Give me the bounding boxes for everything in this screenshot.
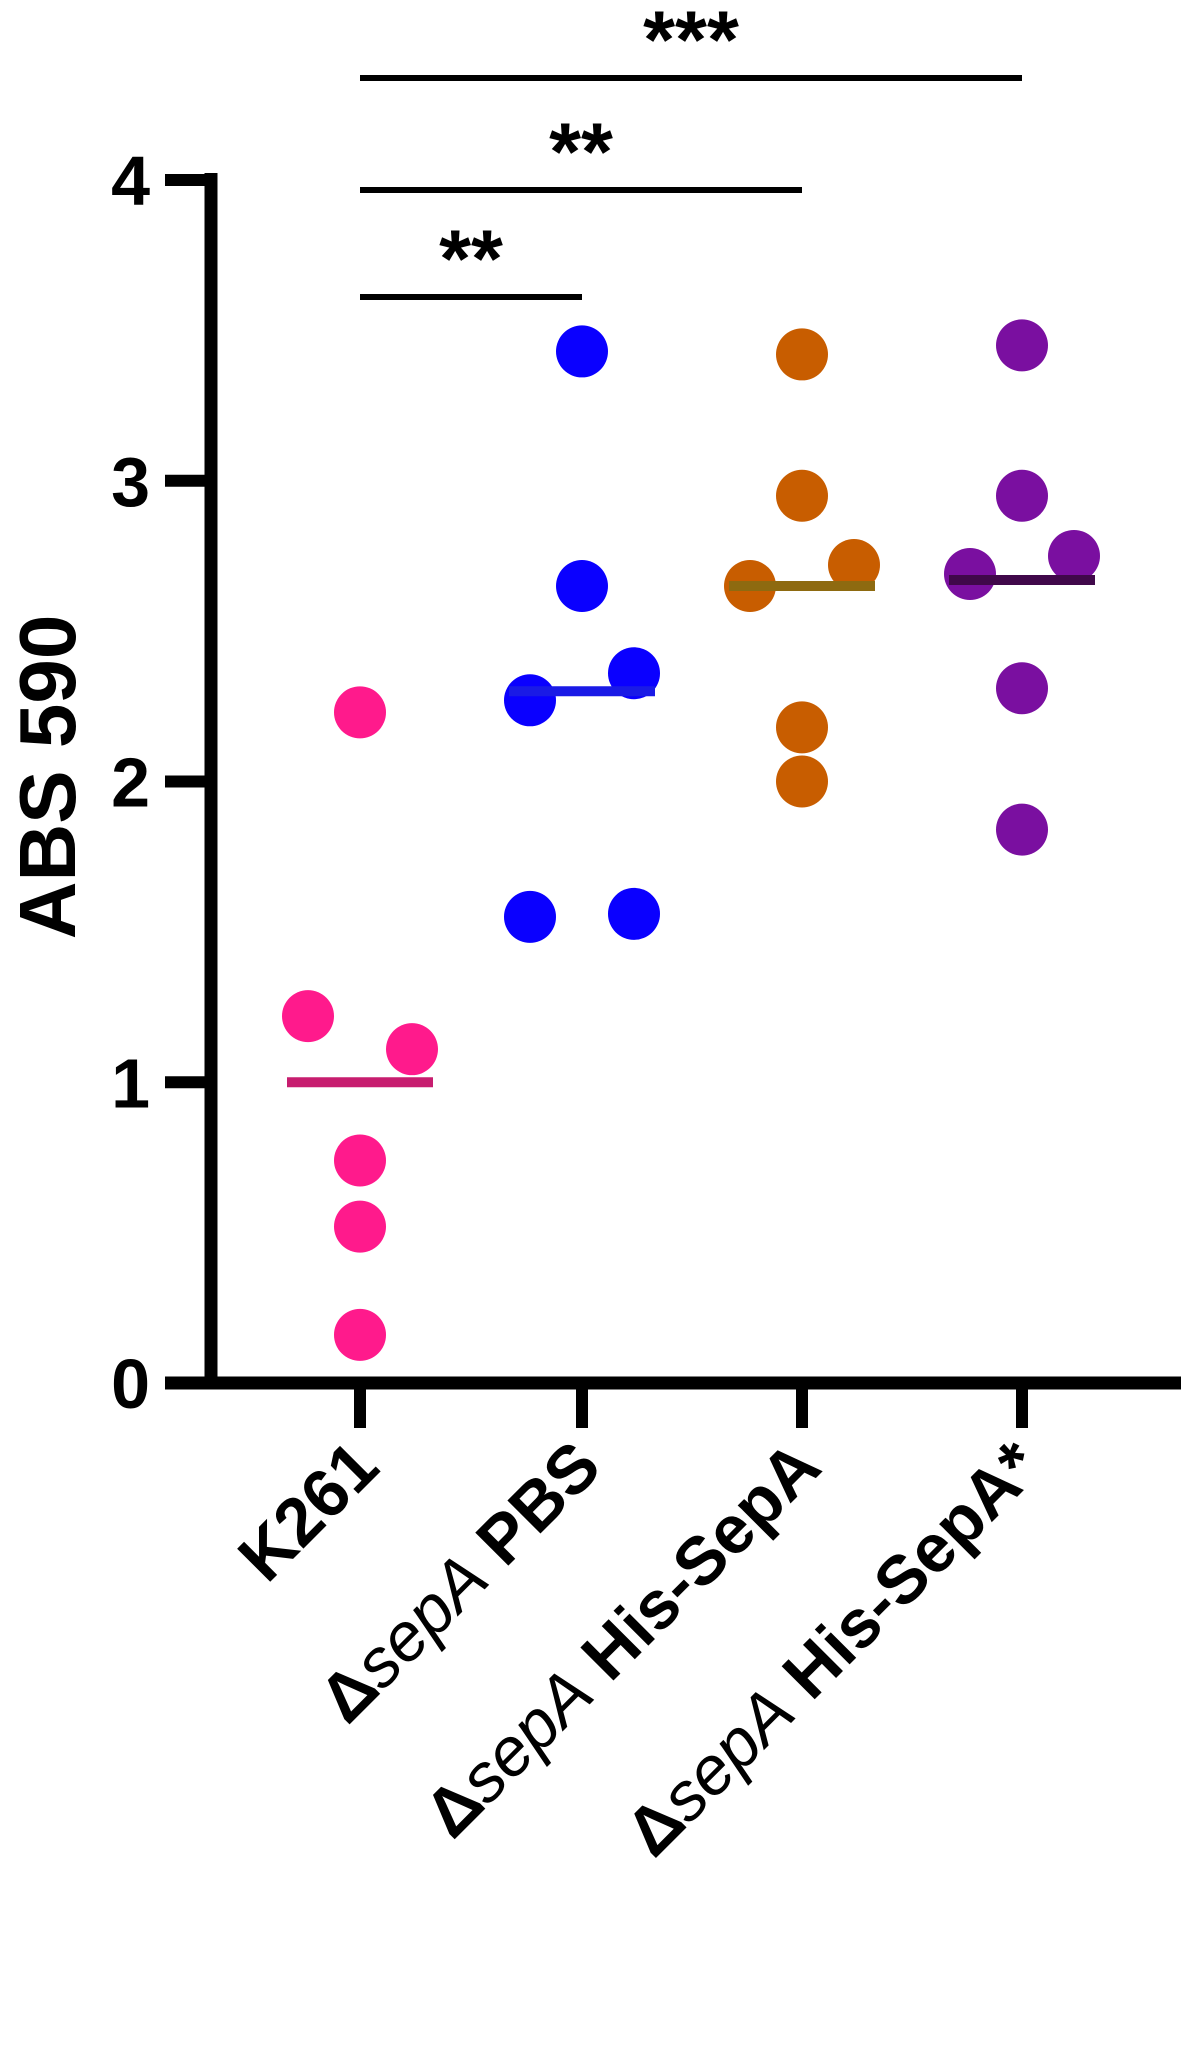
data-point [776, 701, 828, 754]
significance-label: *** [643, 0, 739, 86]
significance-brackets: ******* [360, 0, 1022, 305]
data-point [334, 686, 386, 739]
y-tick-label: 3 [111, 443, 150, 521]
y-tick-label: 1 [111, 1044, 150, 1122]
y-axis-label: ABS 590 [3, 615, 92, 940]
data-point [1048, 529, 1100, 582]
data-point [334, 1200, 386, 1253]
data-point [556, 560, 608, 613]
y-tick-label: 0 [111, 1345, 150, 1423]
data-point [828, 538, 880, 591]
data-points [282, 319, 1100, 1361]
x-axis [165, 1376, 1181, 1428]
category-text: K261 [224, 1427, 393, 1596]
data-point [996, 319, 1048, 372]
y-tick-label: 2 [111, 744, 150, 822]
data-point [776, 469, 828, 522]
significance-label: ** [439, 214, 503, 305]
data-point [334, 1134, 386, 1187]
data-point [944, 547, 996, 600]
data-point [556, 325, 608, 378]
data-point [608, 887, 660, 940]
category-label: ΔsepA His-SepA [410, 1427, 835, 1852]
category-label: ΔsepA His-SepA* [611, 1426, 1055, 1870]
data-point [504, 890, 556, 943]
data-point [996, 662, 1048, 715]
data-point [504, 674, 556, 727]
category-label: K261 [224, 1427, 393, 1596]
data-point [776, 755, 828, 808]
data-point [282, 990, 334, 1043]
data-point [996, 803, 1048, 856]
data-point [334, 1308, 386, 1361]
y-axis: 0 1 2 3 4 [111, 142, 218, 1423]
data-point [386, 1023, 438, 1076]
data-point [776, 328, 828, 381]
data-point [608, 647, 660, 700]
y-tick-label: 4 [111, 142, 150, 220]
significance-label: ** [549, 107, 613, 198]
data-point [996, 469, 1048, 522]
mean-lines [287, 574, 1095, 1088]
